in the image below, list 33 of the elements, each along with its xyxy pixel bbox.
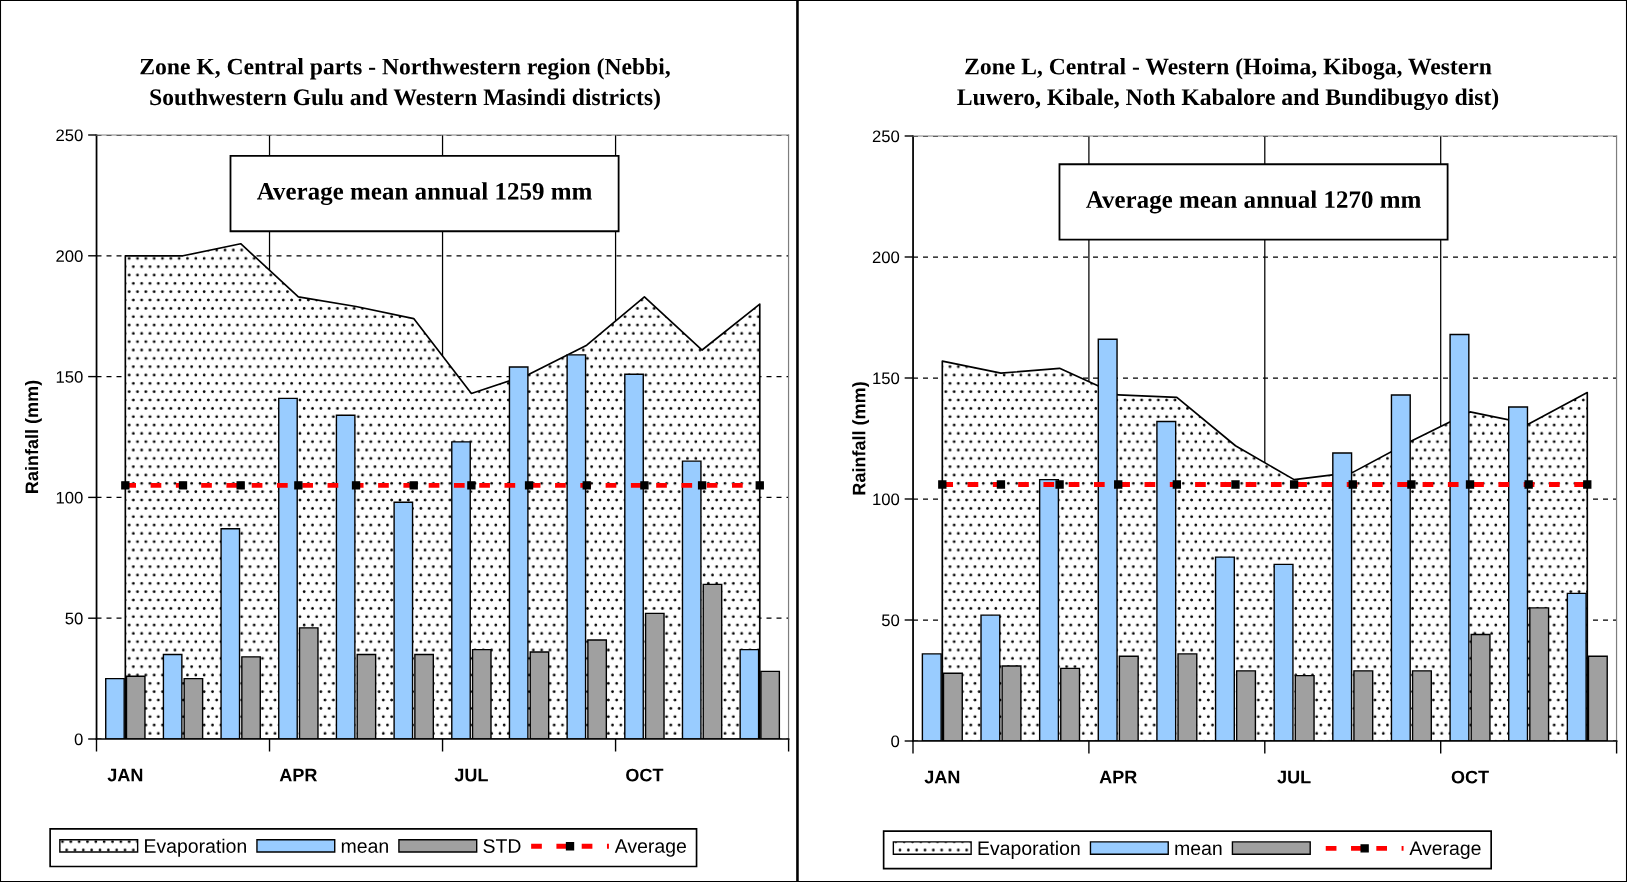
legend-label: Evaporation xyxy=(978,840,1080,859)
legend-label: Average xyxy=(1409,841,1481,859)
x-tick-label: JAN xyxy=(924,770,960,784)
y-tick-label: 150 xyxy=(873,372,900,385)
x-tick-label: JUL xyxy=(454,768,488,782)
annotation: Average mean annual 1259 mm xyxy=(256,182,592,206)
x-tick-label: APR xyxy=(1099,770,1137,784)
y-axis-title: Rainfall (mm) xyxy=(24,380,42,493)
y-tick-label: 250 xyxy=(872,130,900,143)
y-tick-label: 200 xyxy=(872,251,900,264)
x-tick-label: APR xyxy=(279,768,318,782)
y-tick-label: 200 xyxy=(56,250,83,262)
x-tick-label: JUL xyxy=(1277,770,1311,784)
y-tick-label: 100 xyxy=(873,493,900,506)
legend-label: Evaporation xyxy=(145,838,246,857)
y-tick-label: 0 xyxy=(891,735,900,748)
y-tick-label: 0 xyxy=(74,733,83,746)
y-tick-label: 50 xyxy=(65,612,83,625)
legend-label: STD xyxy=(483,839,521,853)
y-tick-label: 50 xyxy=(881,614,900,627)
y-axis-title: Rainfall (mm) xyxy=(852,382,870,495)
x-tick-label: OCT xyxy=(1451,770,1489,784)
y-tick-label: 250 xyxy=(56,129,83,142)
legend-label: mean xyxy=(1175,844,1222,856)
chart-title: Zone L, Central - Western (Hoima, Kiboga, Western Luwero, Kibale, Noth Kabalore and Bundibugyo dist) xyxy=(957,57,1499,111)
x-tick-label: OCT xyxy=(626,768,664,782)
legend-label: mean xyxy=(341,842,388,853)
y-tick-label: 100 xyxy=(56,491,83,504)
chart-title: Zone K, Central parts - Northwestern region (Nebbi, Southwestern Gulu and Western Masindi districts) xyxy=(140,57,670,111)
y-tick-label: 150 xyxy=(56,371,83,383)
annotation: Average mean annual 1270 mm xyxy=(1085,190,1421,214)
x-tick-label: JAN xyxy=(107,768,143,782)
legend-label: Average xyxy=(614,839,686,857)
